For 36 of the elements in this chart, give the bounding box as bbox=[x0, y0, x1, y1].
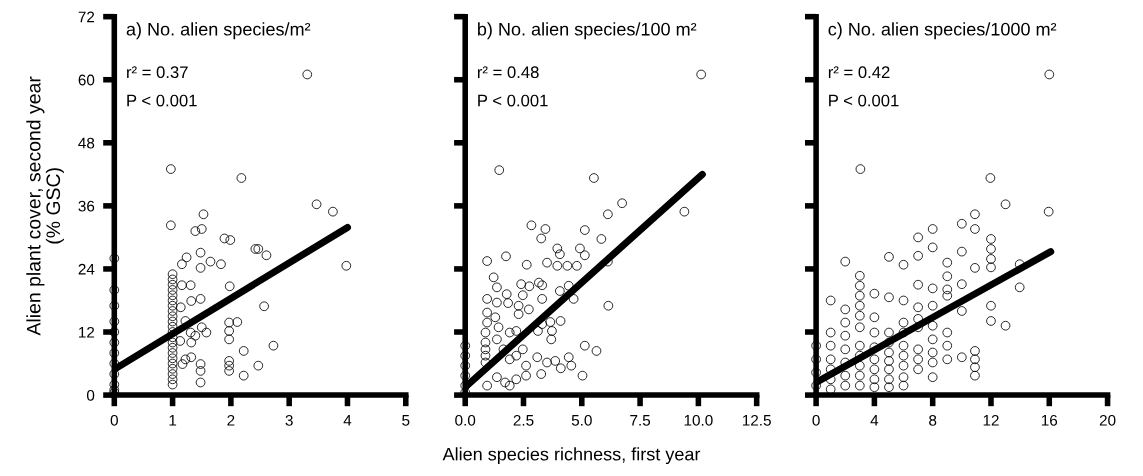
x-tick-label: 5 bbox=[402, 415, 410, 426]
annotation: P < 0.001 bbox=[478, 94, 548, 107]
x-tick-label: 0 bbox=[812, 414, 820, 426]
y-tick-label: 12 bbox=[79, 326, 95, 338]
x-tick-label: 0.0 bbox=[455, 414, 476, 426]
x-tick-label: 8 bbox=[929, 414, 937, 426]
x-tick-label: 2 bbox=[227, 414, 235, 426]
x-tick-label: 4 bbox=[343, 415, 352, 426]
x-axis-title: Alien species richness, first year bbox=[442, 447, 701, 465]
y-tick-label: 0 bbox=[86, 389, 95, 401]
x-tick-label: 10.0 bbox=[684, 414, 713, 426]
x-tick-label: 16 bbox=[1041, 414, 1058, 426]
x-tick-label: 7.5 bbox=[630, 415, 651, 426]
y-tick-label: 36 bbox=[78, 200, 95, 212]
x-tick-label: 12 bbox=[983, 414, 999, 426]
annotation: r² = 0.48 bbox=[477, 66, 539, 79]
x-tick-label: 2.5 bbox=[513, 414, 534, 426]
x-tick-label: 20 bbox=[1099, 414, 1116, 426]
annotation: P < 0.001 bbox=[127, 94, 197, 107]
chart-title: a) No. alien species/m² bbox=[126, 22, 311, 40]
chart-title: c) No. alien species/1000 m² bbox=[828, 22, 1057, 40]
y-tick-label: 24 bbox=[78, 263, 95, 275]
annotation: r² = 0.42 bbox=[828, 66, 890, 79]
y-tick-label: 60 bbox=[78, 74, 95, 86]
annotation: P < 0.001 bbox=[829, 94, 899, 107]
chart-title: b) No. alien species/100 m² bbox=[478, 22, 697, 40]
y-tick-label: 48 bbox=[78, 137, 95, 149]
x-tick-label: 0 bbox=[110, 414, 118, 426]
y-tick-label: 72 bbox=[78, 11, 95, 23]
y-axis-title: Alien plant cover, second year (% GSC) bbox=[26, 76, 64, 336]
x-tick-label: 5.0 bbox=[571, 414, 592, 426]
x-tick-label: 3 bbox=[285, 414, 293, 426]
annotation: r² = 0.37 bbox=[127, 66, 188, 79]
x-tick-label: 4 bbox=[870, 415, 879, 426]
x-tick-label: 12.5 bbox=[742, 414, 771, 426]
x-tick-label: 1 bbox=[169, 415, 177, 426]
